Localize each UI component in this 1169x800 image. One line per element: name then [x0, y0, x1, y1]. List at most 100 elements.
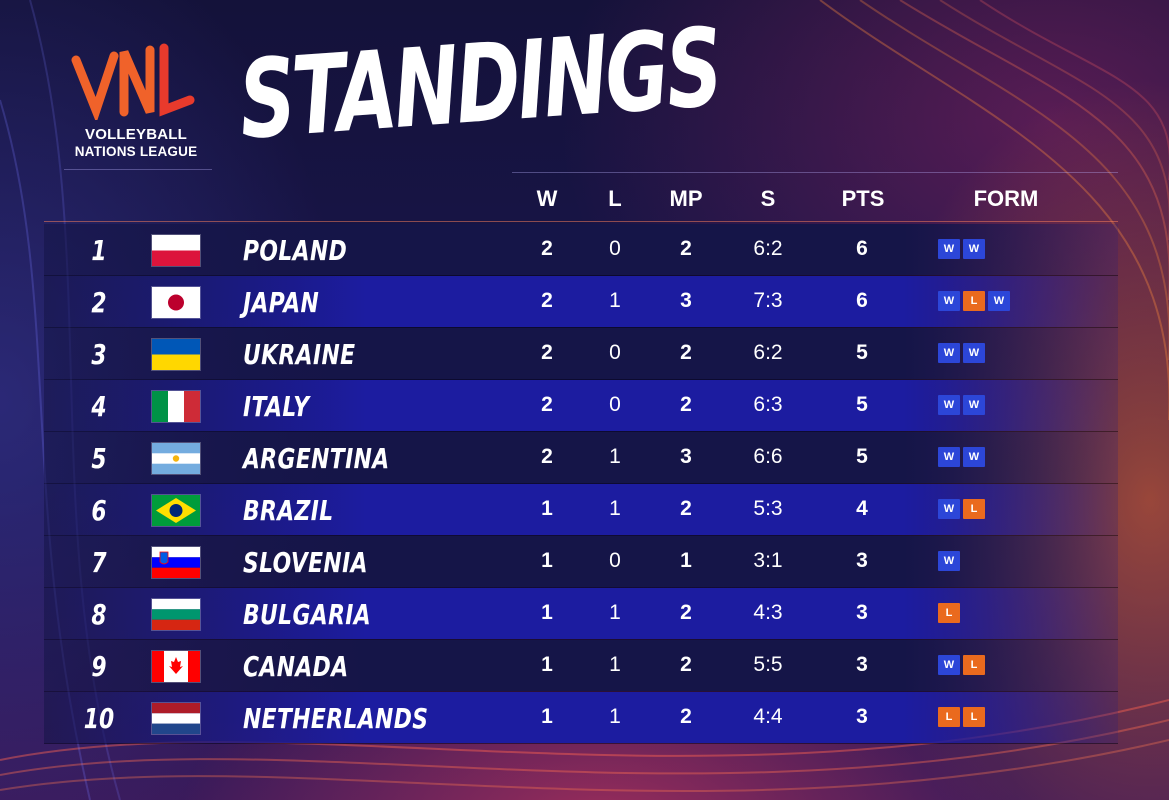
table-row: 10 NETHERLANDS 1 1 2 4:4 3 L L — [44, 692, 1118, 744]
cell-mp: 2 — [680, 705, 692, 728]
cell-s: 7:3 — [753, 289, 783, 312]
logo-divider — [64, 169, 212, 170]
cell-w: 2 — [541, 393, 553, 416]
form-win-badge: W — [938, 499, 960, 519]
cell-s: 6:2 — [753, 341, 783, 364]
flag-netherlands-icon — [151, 702, 201, 735]
cell-w: 2 — [541, 237, 553, 260]
rank-number: 3 — [91, 338, 107, 371]
team-name: BRAZIL — [243, 494, 334, 527]
team-name: ITALY — [243, 390, 310, 423]
team-name: SLOVENIA — [243, 546, 368, 579]
vnl-logo-mark — [71, 43, 195, 120]
flag-ukraine-icon — [151, 338, 201, 371]
cell-l: 1 — [609, 289, 621, 312]
cell-s: 4:3 — [753, 601, 783, 624]
column-header-mp: MP — [669, 186, 703, 211]
cell-l: 1 — [609, 445, 621, 468]
cell-w: 1 — [541, 653, 553, 676]
flag-brazil-icon — [151, 494, 201, 527]
cell-pts: 3 — [856, 601, 868, 624]
form-loss-badge: L — [938, 603, 960, 623]
table-row: 1 POLAND 2 0 2 6:2 6 W W — [44, 224, 1118, 276]
form-loss-badge: L — [963, 655, 985, 675]
flag-slovenia-icon — [151, 546, 201, 579]
flag-argentina-icon — [151, 442, 201, 475]
form-loss-badge: L — [963, 707, 985, 727]
team-name: UKRAINE — [243, 338, 356, 371]
form-win-badge: W — [938, 655, 960, 675]
cell-mp: 2 — [680, 497, 692, 520]
rank-number: 7 — [91, 546, 107, 579]
column-header-w: W — [536, 186, 558, 211]
flag-poland-icon — [151, 234, 201, 267]
form-win-badge: W — [938, 291, 960, 311]
form-loss-badge: L — [963, 499, 985, 519]
flag-bulgaria-icon — [151, 598, 201, 631]
team-name: NETHERLANDS — [243, 702, 429, 735]
column-header-form: FORM — [973, 186, 1039, 211]
flag-canada-icon — [151, 650, 201, 683]
table-row: 2 JAPAN 2 1 3 7:3 6 W L W — [44, 276, 1118, 328]
form-win-badge: W — [938, 239, 960, 259]
header-top-rule — [512, 172, 1118, 173]
cell-w: 1 — [541, 601, 553, 624]
form-badges: L — [938, 603, 960, 623]
cell-l: 1 — [609, 601, 621, 624]
table-row: 8 BULGARIA 1 1 2 4:3 3 L — [44, 588, 1118, 640]
cell-mp: 2 — [680, 653, 692, 676]
form-badges: W — [938, 551, 960, 571]
cell-mp: 2 — [680, 237, 692, 260]
form-win-badge: W — [963, 239, 985, 259]
cell-mp: 2 — [680, 341, 692, 364]
cell-mp: 2 — [680, 393, 692, 416]
form-win-badge: W — [938, 395, 960, 415]
cell-pts: 5 — [856, 445, 868, 468]
form-win-badge: W — [963, 395, 985, 415]
form-loss-badge: L — [938, 707, 960, 727]
cell-l: 1 — [609, 497, 621, 520]
form-win-badge: W — [938, 447, 960, 467]
cell-s: 5:3 — [753, 497, 783, 520]
form-win-badge: W — [963, 343, 985, 363]
cell-l: 1 — [609, 705, 621, 728]
column-header-pts: PTS — [841, 186, 885, 211]
cell-s: 4:4 — [753, 705, 783, 728]
cell-w: 1 — [541, 705, 553, 728]
rank-number: 4 — [91, 390, 107, 423]
team-name: JAPAN — [243, 286, 320, 319]
cell-s: 6:6 — [753, 445, 783, 468]
rank-number: 9 — [91, 650, 107, 683]
cell-w: 1 — [541, 549, 553, 572]
logo-text-line1: VOLLEYBALL — [85, 126, 187, 143]
flag-italy-icon — [151, 390, 201, 423]
rank-number: 2 — [91, 286, 107, 319]
cell-l: 0 — [609, 393, 621, 416]
table-row: 9 CANADA 1 1 2 5:5 3 W L — [44, 640, 1118, 692]
cell-l: 1 — [609, 653, 621, 676]
cell-pts: 6 — [856, 289, 868, 312]
column-header-s: S — [760, 186, 776, 211]
cell-mp: 3 — [680, 289, 692, 312]
cell-pts: 6 — [856, 237, 868, 260]
cell-mp: 1 — [680, 549, 692, 572]
cell-s: 5:5 — [753, 653, 783, 676]
logo-text-line2: NATIONS LEAGUE — [74, 144, 198, 159]
cell-w: 2 — [541, 445, 553, 468]
form-win-badge: W — [988, 291, 1010, 311]
form-win-badge: W — [963, 447, 985, 467]
table-row: 4 ITALY 2 0 2 6:3 5 W W — [44, 380, 1118, 432]
cell-pts: 5 — [856, 393, 868, 416]
table-row: 7 SLOVENIA 1 0 1 3:1 3 W — [44, 536, 1118, 588]
cell-s: 3:1 — [753, 549, 783, 572]
rank-number: 1 — [91, 234, 107, 267]
column-header-l: L — [608, 186, 622, 211]
standings-table: 1 POLAND 2 0 2 6:2 6 W W 2 JAPAN 2 1 3 7:3 6 W L W 3 UKRAINE… — [44, 224, 1118, 744]
page-title: STANDINGS — [235, 5, 724, 164]
